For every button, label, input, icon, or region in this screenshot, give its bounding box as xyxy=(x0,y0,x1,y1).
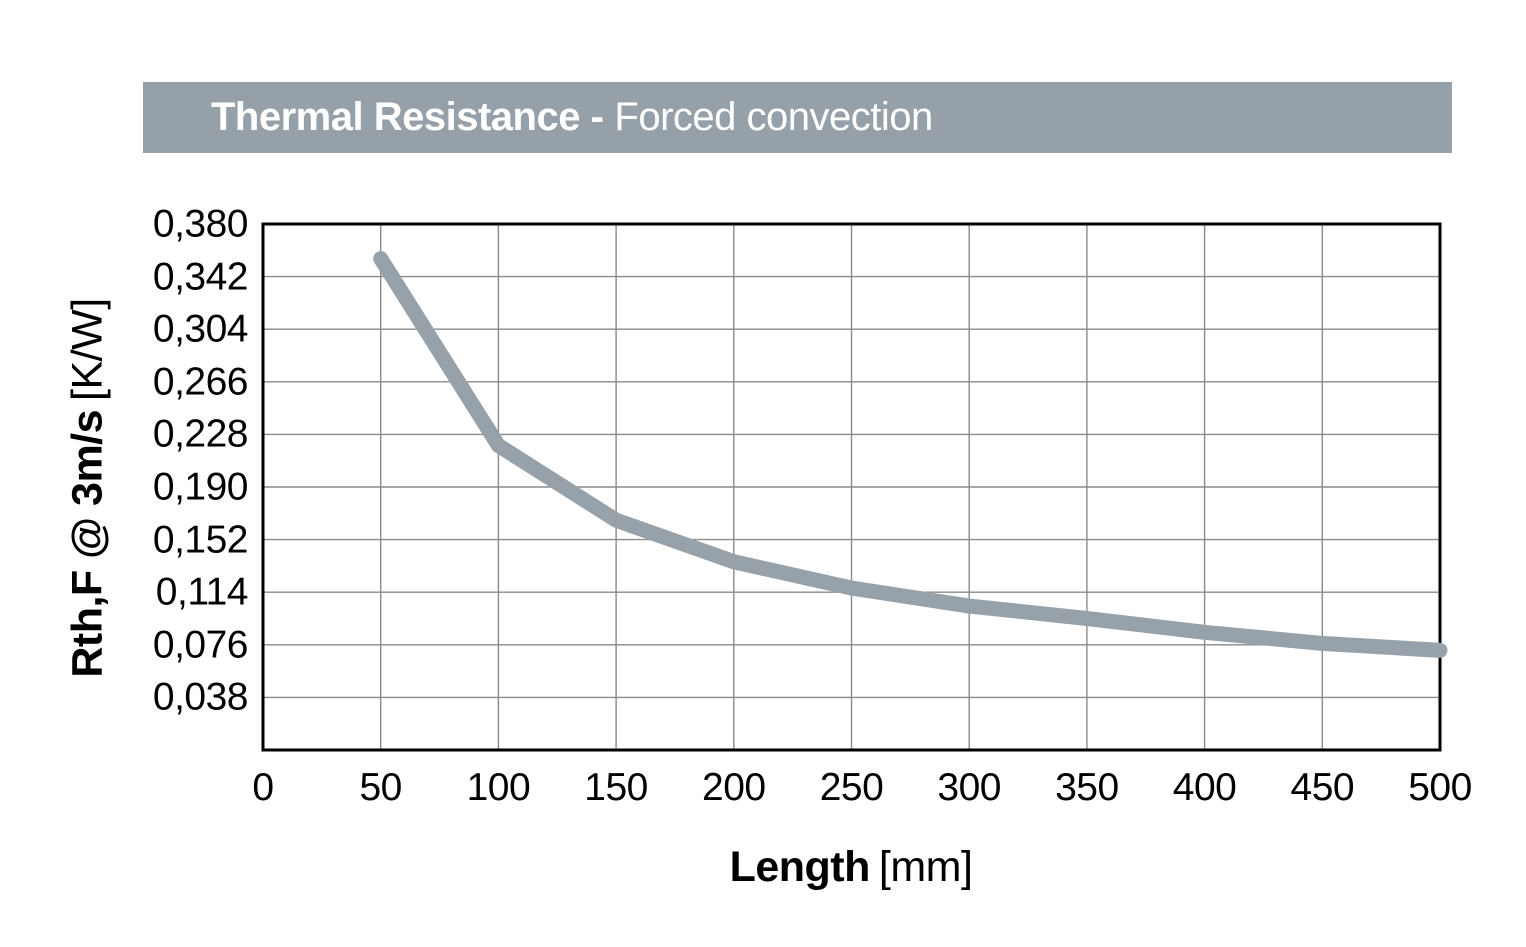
chart-title-bar: Thermal Resistance - Forced convection xyxy=(143,82,1452,153)
y-axis-title-unit: [K/W] xyxy=(63,298,112,401)
x-tick-label: 50 xyxy=(359,766,402,809)
x-tick-label: 0 xyxy=(252,766,274,809)
y-tick-label: 0,076 xyxy=(152,623,249,667)
y-axis-title-name: Rth,F @ 3m/s xyxy=(63,409,112,678)
y-tick-label: 0,304 xyxy=(152,307,249,351)
x-tick-label: 500 xyxy=(1408,766,1472,809)
chart-title-secondary: Forced convection xyxy=(614,95,933,139)
thermal-resistance-curve xyxy=(373,251,1448,658)
y-tick-label: 0,342 xyxy=(152,255,249,299)
plot-border xyxy=(261,222,1442,752)
y-tick-label: 0,190 xyxy=(152,465,249,509)
x-axis-title-name: Length xyxy=(729,843,871,891)
y-tick-label: 0,380 xyxy=(152,202,249,246)
x-tick-label: 450 xyxy=(1290,766,1355,809)
x-tick-label: 400 xyxy=(1172,766,1237,809)
y-tick-label: 0,228 xyxy=(152,412,249,456)
y-axis-title: Rth,F @ 3m/s [K/W] xyxy=(64,298,113,677)
x-axis-title-unit: [mm] xyxy=(878,843,973,891)
x-tick-label: 300 xyxy=(937,766,1001,809)
chart-title-primary: Thermal Resistance - xyxy=(211,95,604,139)
y-tick-label: 0,266 xyxy=(152,360,249,404)
y-tick-label: 0,114 xyxy=(155,570,249,614)
x-tick-label: 150 xyxy=(584,766,648,809)
x-tick-label: 200 xyxy=(702,766,766,809)
y-tick-label: 0,152 xyxy=(152,518,249,562)
x-tick-label: 350 xyxy=(1055,766,1119,809)
y-tick-label: 0,038 xyxy=(152,675,249,719)
x-axis-title: Length [mm] xyxy=(730,843,973,892)
x-tick-label: 250 xyxy=(819,766,884,809)
x-tick-label: 100 xyxy=(466,766,531,809)
